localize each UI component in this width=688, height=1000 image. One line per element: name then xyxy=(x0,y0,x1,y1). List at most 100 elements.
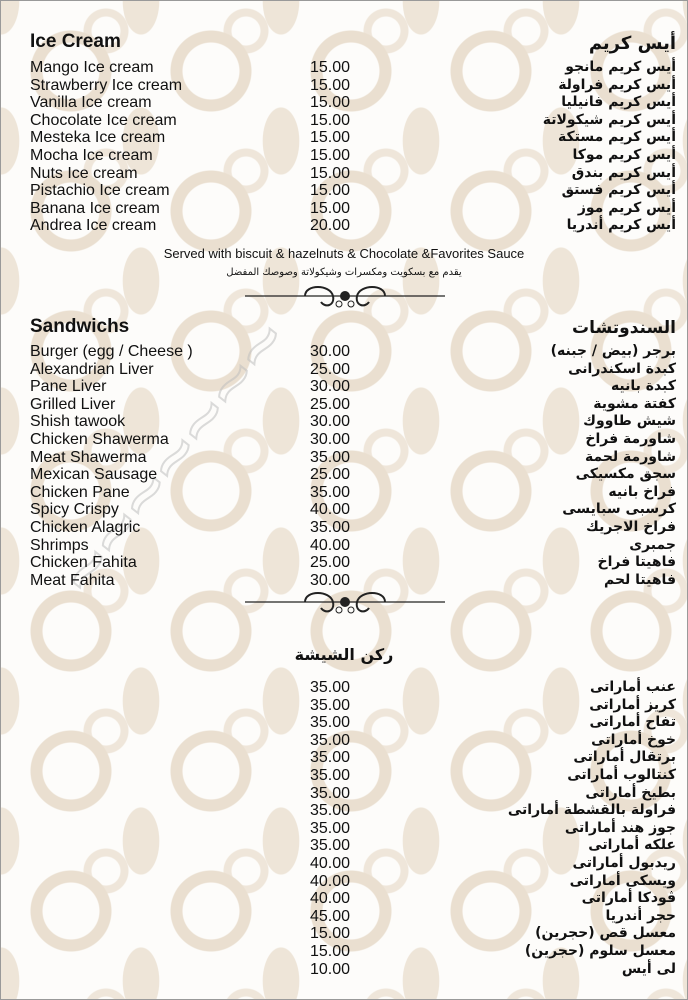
item-name: Alexandrian Liver xyxy=(30,360,154,378)
item-name-ar: أيس كريم موكا xyxy=(572,147,676,163)
menu-item: 40.00 ويسكى أماراتى xyxy=(0,873,688,891)
item-price: 25.00 xyxy=(310,395,351,413)
item-name-ar: فاهيتا لحم xyxy=(603,571,676,588)
menu-item: Chicken Shawerma 30.00 شاورمة فراخ xyxy=(0,431,688,449)
item-name: Chicken Shawerma xyxy=(30,431,169,448)
menu-item: Chocolate Ice cream 15.00 أيس كريم شيكولات… xyxy=(0,112,688,130)
item-price: 40.00 xyxy=(310,890,351,908)
item-price: 30.00 xyxy=(310,413,351,431)
item-name-ar: جمبرى xyxy=(629,536,676,553)
menu-item: Nuts Ice cream 15.00 أيس كريم بندق xyxy=(0,165,688,183)
item-price: 15.00 xyxy=(310,76,351,94)
item-name-ar: بطيخ أماراتى xyxy=(585,784,676,801)
item-price: 35.00 xyxy=(310,696,351,714)
item-price: 15.00 xyxy=(310,147,351,164)
item-name-ar: تفاح أماراتى xyxy=(589,714,676,731)
item-price: 15.00 xyxy=(310,111,351,129)
item-name-ar: كرسبى سبايسى xyxy=(562,501,676,518)
menu-item: 35.00 فراولة بالقشطة أماراتى xyxy=(0,802,688,820)
item-price: 35.00 xyxy=(310,802,351,820)
item-name: Mexican Sausage xyxy=(30,466,158,484)
item-name-ar: أيس كريم فستق xyxy=(561,182,676,199)
menu-item: 35.00 برتقال أماراتى xyxy=(0,749,688,767)
menu-item: 35.00 خوخ أماراتى xyxy=(0,732,688,750)
item-price: 25.00 xyxy=(310,554,351,572)
menu-item: 35.00 بطيخ أماراتى xyxy=(0,785,688,803)
item-name-ar: أيس كريم مانجو xyxy=(565,59,676,75)
item-name-ar: ريدبول أماراتى xyxy=(572,855,676,871)
ice-cream-title: Ice Cream xyxy=(30,31,121,52)
menu-item: 10.00 لى أيس xyxy=(0,961,688,979)
item-price: 15.00 xyxy=(310,164,351,182)
menu-item: Mexican Sausage 25.00 سجق مكسيكى xyxy=(0,466,688,484)
ornament-divider xyxy=(245,286,445,308)
item-price: 30.00 xyxy=(310,378,351,396)
menu-item: 35.00 عنب أماراتى xyxy=(0,679,688,697)
item-price: 30.00 xyxy=(310,343,351,360)
menu-item: Chicken Pane 35.00 فراخ بانيه xyxy=(0,484,688,502)
item-name: Pane Liver xyxy=(30,378,107,396)
menu-item: Shrimps 40.00 جمبرى xyxy=(0,537,688,555)
item-name-ar: فراخ الاجريك xyxy=(586,519,676,535)
item-name: Nuts Ice cream xyxy=(30,164,138,182)
item-name-ar: كريز أماراتى xyxy=(589,696,676,713)
sandwiches-title: Sandwichs xyxy=(30,316,130,337)
item-name: Grilled Liver xyxy=(30,395,116,413)
item-name-ar: برجر (بيض / جبنه) xyxy=(550,343,676,359)
menu-item: Shish tawook 30.00 شيش طاووك xyxy=(0,413,688,431)
menu-item: Chicken Alagric 35.00 فراخ الاجريك xyxy=(0,519,688,537)
item-name-ar: برتقال أماراتى xyxy=(573,749,676,766)
menu-item: 45.00 حجر أندريا xyxy=(0,908,688,926)
item-price: 35.00 xyxy=(310,837,351,855)
item-price: 15.00 xyxy=(310,94,351,112)
ice-cream-note-ar: يقدم مع بسكويت ومكسرات وشيكولاتة وصوصك ا… xyxy=(226,267,462,278)
item-name-ar: أيس كريم مستكة xyxy=(558,129,676,146)
item-price: 35.00 xyxy=(310,749,351,767)
item-name-ar: شاورمة لحمة xyxy=(584,448,676,465)
menu-item: Banana Ice cream 15.00 أيس كريم موز xyxy=(0,200,688,218)
item-price: 30.00 xyxy=(310,571,351,589)
item-price: 35.00 xyxy=(310,448,351,466)
item-name-ar: سجق مكسيكى xyxy=(575,466,676,483)
item-price: 15.00 xyxy=(310,925,351,943)
item-name: Vanilla Ice cream xyxy=(30,94,152,112)
item-name-ar: فاهيتا فراخ xyxy=(597,554,676,571)
item-name-ar: أيس كريم فانيليا xyxy=(561,94,676,111)
item-price: 35.00 xyxy=(310,767,351,784)
menu-item: 35.00 كنتالوب أماراتى xyxy=(0,767,688,785)
item-price: 35.00 xyxy=(310,819,351,837)
item-name: Mesteka Ice cream xyxy=(30,129,166,147)
item-price: 20.00 xyxy=(310,217,351,235)
item-name-ar: جوز هند أماراتى xyxy=(564,819,676,836)
sandwiches-title-ar: السندوتشات xyxy=(572,318,676,338)
item-name: Shish tawook xyxy=(30,413,126,431)
item-price: 35.00 xyxy=(310,679,351,696)
item-name: Burger (egg / Cheese ) xyxy=(30,343,193,360)
item-name: Shrimps xyxy=(30,536,89,554)
item-name-ar: فراخ بانيه xyxy=(608,483,676,500)
item-name-ar: كفتة مشوية xyxy=(593,395,676,412)
item-name-ar: خوخ أماراتى xyxy=(591,731,676,748)
item-name: Andrea Ice cream xyxy=(30,217,157,235)
menu-item: 40.00 ڤودكا أماراتى xyxy=(0,890,688,908)
menu-item: Pistachio Ice cream 15.00 أيس كريم فستق xyxy=(0,182,688,200)
item-name-ar: معسل قص (حجرين) xyxy=(535,925,676,942)
item-price: 40.00 xyxy=(310,872,351,890)
menu-item: Andrea Ice cream 20.00 أيس كريم أندريا xyxy=(0,217,688,235)
menu-item: 35.00 جوز هند أماراتى xyxy=(0,820,688,838)
menu-item: Grilled Liver 25.00 كفتة مشوية xyxy=(0,396,688,414)
menu-item: Meat Shawerma 35.00 شاورمة لحمة xyxy=(0,449,688,467)
item-name-ar: معسل سلوم (حجرين) xyxy=(524,943,676,959)
item-price: 15.00 xyxy=(310,182,351,200)
ice-cream-title-ar: أيس كريم xyxy=(588,33,676,54)
menu-item: Spicy Crispy 40.00 كرسبى سبايسى xyxy=(0,501,688,519)
item-name: Chicken Fahita xyxy=(30,554,137,572)
menu-item: 15.00 معسل قص (حجرين) xyxy=(0,925,688,943)
item-name-ar: فراولة بالقشطة أماراتى xyxy=(507,802,676,819)
menu-item: Mocha Ice cream 15.00 أيس كريم موكا xyxy=(0,147,688,165)
menu-item: 35.00 علكه أماراتى xyxy=(0,837,688,855)
item-name-ar: أيس كريم شيكولاتة xyxy=(542,111,676,128)
item-price: 35.00 xyxy=(310,731,351,749)
item-name-ar: علكه أماراتى xyxy=(588,837,676,854)
